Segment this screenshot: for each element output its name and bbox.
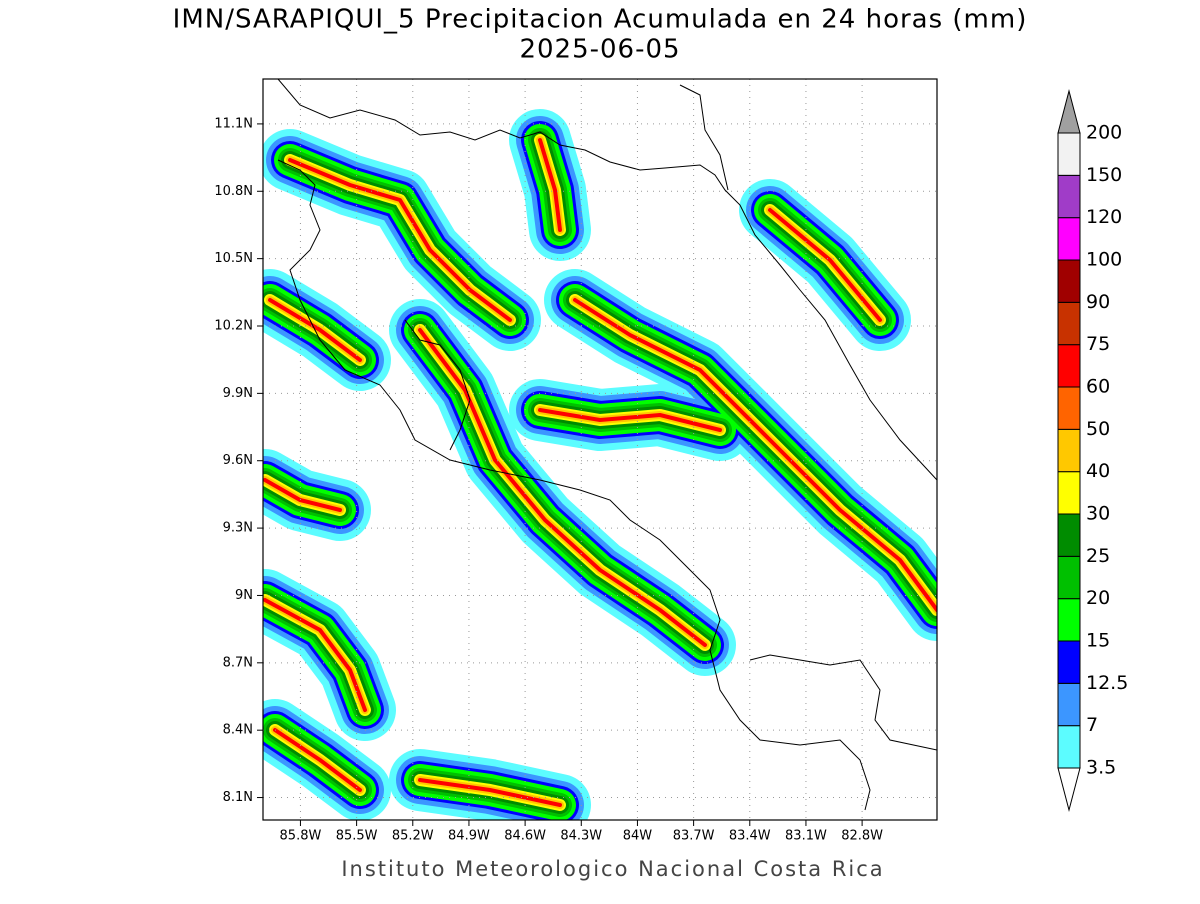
- colorbar-label: 90: [1086, 291, 1110, 313]
- precip-area: [573, 298, 937, 612]
- colorbar-label: 12.5: [1086, 672, 1128, 694]
- colorbar-swatch: [1057, 555, 1081, 600]
- colorbar-label: 25: [1086, 545, 1110, 567]
- gulf-nicoya: [404, 319, 471, 451]
- lat-tick-label: 9.9N: [223, 386, 253, 401]
- colorbar-label: 15: [1086, 630, 1110, 652]
- footer: Instituto Meteorologico Nacional Costa R…: [341, 857, 884, 881]
- precip-area: [263, 478, 342, 512]
- precip-area: [538, 408, 722, 432]
- colorbar-label: 150: [1086, 164, 1122, 186]
- colorbar-swatch: [1057, 259, 1081, 303]
- colorbar-label: 60: [1086, 376, 1110, 398]
- colorbar-swatch: [1057, 725, 1081, 769]
- grid: 8.1N 8.4N 8.7N 9N 9.3N 9.6N 9.9N 10.2N 10.5N 10.8…: [214, 79, 937, 844]
- colorbar-swatch: [1057, 428, 1081, 473]
- lon-tick-label: 85.2W: [392, 829, 434, 844]
- precip-area: [538, 138, 562, 232]
- title: IMN/SARAPIQUI_5 Precipitacion Acumulada …: [173, 5, 1028, 35]
- lat-tick-label: 9N: [235, 588, 253, 603]
- colorbar-label: 30: [1086, 503, 1110, 525]
- lon-tick-label: 85.8W: [280, 829, 322, 844]
- colorbar-swatch: [1057, 132, 1081, 176]
- precip-area: [418, 328, 707, 647]
- lon-tick-label: 85.5W: [336, 829, 378, 844]
- colorbar-swatch: [1057, 344, 1081, 388]
- colorbar-swatch: [1057, 640, 1081, 684]
- coastlines: [277, 79, 937, 811]
- precipitation-field: [263, 109, 937, 820]
- lat-tick-label: 8.1N: [223, 790, 253, 805]
- map-frame: [262, 78, 938, 821]
- colorbar-swatch: [1057, 598, 1081, 642]
- lon-tick-label: 83.4W: [729, 829, 771, 844]
- precip-area: [263, 598, 367, 712]
- colorbar-swatch: [1057, 301, 1081, 346]
- colorbar-swatch: [1057, 174, 1081, 219]
- border-panama: [749, 654, 937, 751]
- colorbar-over: [1057, 89, 1081, 134]
- lon-tick-label: 83.1W: [785, 829, 827, 844]
- precip-area: [768, 208, 882, 322]
- lat-tick-label: 10.5N: [214, 251, 253, 266]
- lat-tick-label: 8.7N: [223, 655, 253, 670]
- lon-tick-label: 83.7W: [673, 829, 715, 844]
- colorbar-under: [1057, 767, 1081, 812]
- border-north: [679, 84, 729, 191]
- lat-tick-label: 9.6N: [223, 453, 253, 468]
- pacific-coast: [277, 159, 871, 811]
- precip-area: [268, 298, 362, 362]
- colorbar-swatch: [1057, 513, 1081, 557]
- precip-area: [288, 158, 512, 322]
- colorbar-label: 3.5: [1086, 757, 1116, 779]
- colorbar: 3.5 7 12.5 15 20 25 30 40 50 60 75 90 100 120 150 200: [1057, 89, 1128, 812]
- colorbar-label: 40: [1086, 460, 1110, 482]
- precip-area: [273, 728, 362, 792]
- caribbean-coast: [277, 79, 937, 481]
- lon-tick-label: 84.6W: [504, 829, 546, 844]
- precip-area: [418, 778, 562, 807]
- colorbar-label: 7: [1086, 714, 1098, 736]
- lon-tick-label: 84.9W: [448, 829, 490, 844]
- colorbar-swatch: [1057, 471, 1081, 515]
- colorbar-swatch: [1057, 386, 1081, 430]
- lat-tick-label: 10.2N: [214, 319, 253, 334]
- lat-tick-label: 8.4N: [223, 723, 253, 738]
- lon-tick-label: 84.3W: [560, 829, 602, 844]
- lon-tick-label: 84W: [623, 829, 653, 844]
- colorbar-label: 75: [1086, 333, 1110, 355]
- colorbar-swatch: [1057, 682, 1081, 727]
- lat-tick-label: 9.3N: [223, 521, 253, 536]
- lat-tick-label: 11.1N: [214, 116, 253, 131]
- colorbar-label: 50: [1086, 418, 1110, 440]
- date: 2025-06-05: [519, 35, 680, 65]
- colorbar-swatch: [1057, 217, 1081, 261]
- colorbar-label: 100: [1086, 249, 1122, 271]
- colorbar-label: 20: [1086, 587, 1110, 609]
- lon-tick-label: 82.8W: [841, 829, 883, 844]
- lat-tick-label: 10.8N: [214, 184, 253, 199]
- colorbar-label: 200: [1086, 122, 1122, 144]
- colorbar-label: 120: [1086, 206, 1122, 228]
